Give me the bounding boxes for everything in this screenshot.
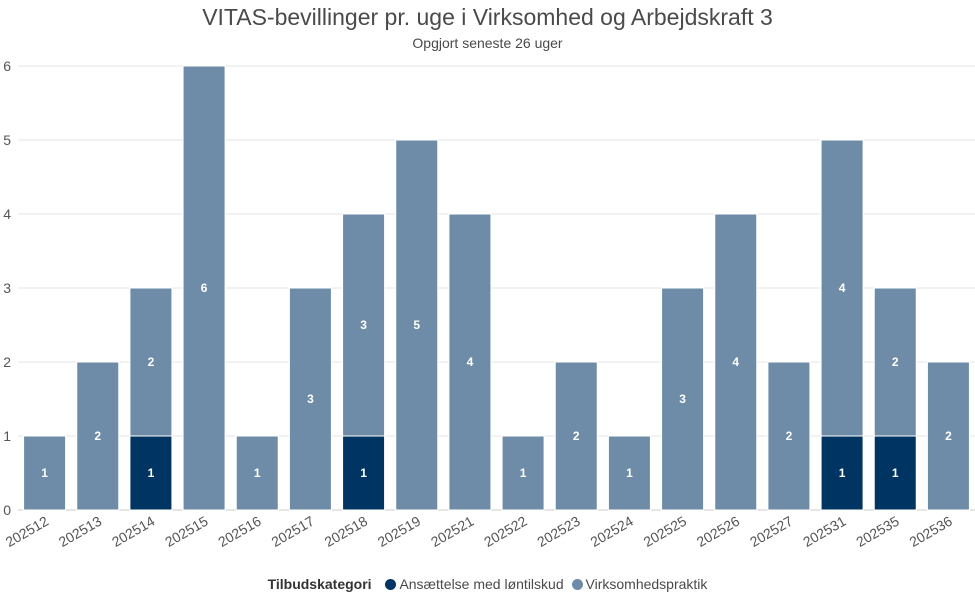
data-label-virksomhedspraktik-202522: 1 bbox=[520, 466, 527, 480]
bar-virksomhedspraktik-202526[interactable] bbox=[714, 213, 758, 511]
data-label-virksomhedspraktik-202527: 2 bbox=[786, 429, 793, 443]
bar-virksomhedspraktik-202515[interactable] bbox=[182, 65, 226, 511]
x-tick-label: 202519 bbox=[375, 513, 424, 550]
x-tick-label: 202535 bbox=[853, 513, 902, 550]
data-label-loentilskud-202535: 1 bbox=[892, 466, 899, 480]
bar-loentilskud-202531[interactable] bbox=[820, 435, 864, 511]
x-tick-label: 202526 bbox=[694, 513, 743, 550]
bar-virksomhedspraktik-202536[interactable] bbox=[926, 361, 970, 511]
bar-virksomhedspraktik-202518[interactable] bbox=[342, 213, 386, 437]
bar-virksomhedspraktik-202519[interactable] bbox=[395, 139, 439, 511]
data-label-virksomhedspraktik-202531: 4 bbox=[839, 281, 846, 295]
bar-virksomhedspraktik-202524[interactable] bbox=[607, 435, 651, 511]
data-label-loentilskud-202518: 1 bbox=[360, 466, 367, 480]
x-tick-label: 202524 bbox=[587, 513, 636, 550]
bar-loentilskud-202514[interactable] bbox=[129, 435, 173, 511]
data-labels: 1 2 1 2 6 1 3 1 3 5 4 1 2 1 3 4 2 1 4 1 2 2 bbox=[41, 281, 952, 480]
chart-subtitle: Opgjort seneste 26 uger bbox=[412, 35, 563, 51]
x-axis: 202512 202513 202514 202515 202516 202517 2025… bbox=[3, 513, 955, 550]
y-axis: 0 1 2 3 4 5 6 bbox=[3, 58, 11, 518]
data-label-loentilskud-202514: 1 bbox=[148, 466, 155, 480]
x-tick-label: 202517 bbox=[268, 513, 317, 550]
x-tick-label: 202516 bbox=[215, 513, 264, 550]
x-tick-label: 202521 bbox=[428, 513, 477, 550]
y-tick-label: 2 bbox=[3, 354, 11, 370]
data-label-virksomhedspraktik-202535: 2 bbox=[892, 355, 899, 369]
bar-virksomhedspraktik-202512[interactable] bbox=[23, 435, 67, 511]
data-label-virksomhedspraktik-202526: 4 bbox=[732, 355, 739, 369]
bar-virksomhedspraktik-202517[interactable] bbox=[288, 287, 332, 511]
x-tick-label: 202531 bbox=[800, 513, 849, 550]
legend-label-loentilskud: Ansættelse med løntilskud bbox=[399, 576, 564, 592]
bars bbox=[23, 65, 970, 511]
data-label-virksomhedspraktik-202515: 6 bbox=[201, 281, 208, 295]
data-label-virksomhedspraktik-202523: 2 bbox=[573, 429, 580, 443]
bar-loentilskud-202535[interactable] bbox=[873, 435, 917, 511]
data-label-virksomhedspraktik-202524: 1 bbox=[626, 466, 633, 480]
legend-item-loentilskud[interactable]: Ansættelse med løntilskud bbox=[385, 576, 564, 592]
x-tick-label: 202512 bbox=[3, 513, 52, 550]
y-tick-label: 5 bbox=[3, 132, 11, 148]
legend-item-virksomhedspraktik[interactable]: Virksomhedspraktik bbox=[571, 576, 708, 592]
bar-virksomhedspraktik-202531[interactable] bbox=[820, 139, 864, 437]
x-tick-label: 202518 bbox=[322, 513, 371, 550]
x-tick-label: 202536 bbox=[906, 513, 955, 550]
legend-title: Tilbudskategori bbox=[267, 576, 372, 592]
data-label-virksomhedspraktik-202519: 5 bbox=[413, 318, 420, 332]
data-label-virksomhedspraktik-202517: 3 bbox=[307, 392, 314, 406]
y-tick-label: 0 bbox=[3, 502, 11, 518]
x-tick-label: 202514 bbox=[109, 513, 158, 550]
bar-virksomhedspraktik-202523[interactable] bbox=[554, 361, 598, 511]
bar-virksomhedspraktik-202527[interactable] bbox=[767, 361, 811, 511]
bar-virksomhedspraktik-202535[interactable] bbox=[873, 287, 917, 437]
data-label-virksomhedspraktik-202525: 3 bbox=[679, 392, 686, 406]
legend-marker-virksomhedspraktik bbox=[571, 579, 583, 590]
bar-virksomhedspraktik-202514[interactable] bbox=[129, 287, 173, 437]
bar-virksomhedspraktik-202525[interactable] bbox=[661, 287, 705, 511]
x-tick-label: 202525 bbox=[641, 513, 690, 550]
bar-virksomhedspraktik-202513[interactable] bbox=[76, 361, 120, 511]
chart-title: VITAS-bevillinger pr. uge i Virksomhed o… bbox=[202, 4, 773, 30]
bar-virksomhedspraktik-202521[interactable] bbox=[448, 213, 492, 511]
data-label-virksomhedspraktik-202512: 1 bbox=[41, 466, 48, 480]
y-tick-label: 4 bbox=[3, 206, 11, 222]
legend-marker-loentilskud bbox=[385, 579, 397, 590]
x-tick-label: 202522 bbox=[481, 513, 530, 550]
gridlines bbox=[18, 65, 975, 511]
legend-label-virksomhedspraktik: Virksomhedspraktik bbox=[585, 576, 708, 592]
x-tick-label: 202515 bbox=[162, 513, 211, 550]
data-label-virksomhedspraktik-202518: 3 bbox=[360, 318, 367, 332]
data-label-virksomhedspraktik-202514: 2 bbox=[148, 355, 155, 369]
x-tick-label: 202527 bbox=[747, 513, 796, 550]
data-label-loentilskud-202531: 1 bbox=[839, 466, 846, 480]
y-tick-label: 3 bbox=[3, 280, 11, 296]
x-tick-label: 202523 bbox=[534, 513, 583, 550]
legend: Tilbudskategori Ansættelse med løntilsku… bbox=[0, 576, 975, 592]
bar-virksomhedspraktik-202522[interactable] bbox=[501, 435, 545, 511]
data-label-virksomhedspraktik-202513: 2 bbox=[94, 429, 101, 443]
x-tick-label: 202513 bbox=[56, 513, 105, 550]
data-label-virksomhedspraktik-202516: 1 bbox=[254, 466, 261, 480]
y-tick-label: 1 bbox=[3, 428, 11, 444]
data-label-virksomhedspraktik-202536: 2 bbox=[945, 429, 952, 443]
bar-virksomhedspraktik-202516[interactable] bbox=[235, 435, 279, 511]
data-label-virksomhedspraktik-202521: 4 bbox=[467, 355, 474, 369]
y-tick-label: 6 bbox=[3, 58, 11, 74]
